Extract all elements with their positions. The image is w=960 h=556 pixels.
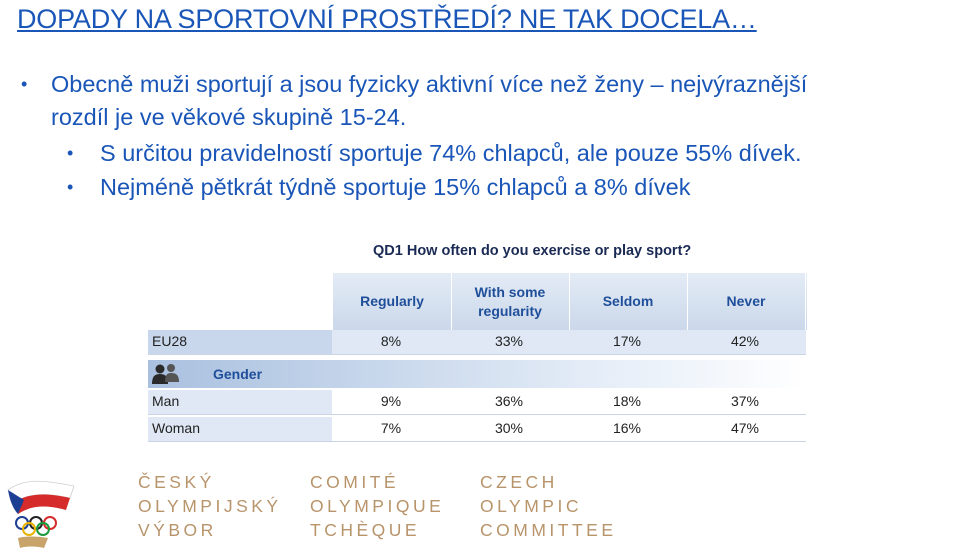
- committee-fr-line-3: TCHÈQUE: [310, 520, 421, 540]
- committee-fr-line-2: OLYMPIQUE: [310, 496, 445, 516]
- committee-en-line-2: OLYMPIC: [480, 496, 582, 516]
- table-cell: 8%: [380, 333, 402, 349]
- column-header: Seldom: [569, 273, 688, 330]
- bullet-sub-2: • Nejméně pětkrát týdně sportuje 15% chl…: [67, 171, 691, 204]
- slide-title: DOPADY NA SPORTOVNÍ PROSTŘEDÍ? NE TAK DO…: [17, 4, 757, 34]
- table-row: EU28 8% 33% 17% 42%: [148, 330, 806, 355]
- row-label: Woman: [152, 420, 200, 436]
- table-cell: 7%: [380, 420, 402, 436]
- bullet-dot: •: [67, 143, 74, 163]
- bullet-main-text-2: rozdíl je ve věkové skupině 15-24.: [51, 104, 407, 130]
- table-row: Man 9% 36% 18% 37%: [148, 390, 806, 415]
- czech-olympic-committee-logo: [7, 480, 75, 548]
- table-cell: 18%: [612, 393, 642, 409]
- group-label: Gender: [213, 366, 263, 382]
- committee-en-line-1: CZECH: [480, 472, 558, 492]
- committee-cz-line-1: ČESKÝ: [138, 472, 215, 492]
- group-header-row: Gender: [148, 360, 806, 388]
- table-cell: 42%: [730, 333, 760, 349]
- bullet-sub-1: • S určitou pravidelností sportuje 74% c…: [67, 137, 802, 170]
- committee-cz-line-3: VÝBOR: [138, 520, 217, 540]
- table-cell: 47%: [730, 420, 760, 436]
- table-header: Regularly With some regularity Seldom Ne…: [332, 273, 807, 330]
- bullet-dot: •: [67, 177, 74, 197]
- table-cell: 17%: [612, 333, 642, 349]
- bullet-main-continuation: rozdíl je ve věkové skupině 15-24.: [51, 101, 406, 134]
- bullet-main: • Obecně muži sportují a jsou fyzicky ak…: [21, 68, 808, 101]
- people-icon: [152, 364, 179, 384]
- bullet-dot: •: [21, 74, 28, 94]
- survey-question: QD1 How often do you exercise or play sp…: [373, 243, 692, 259]
- bullet-main-text-1: Obecně muži sportují a jsou fyzicky akti…: [51, 71, 808, 97]
- column-header: Never: [687, 273, 806, 330]
- bullet-sub-1-text: S určitou pravidelností sportuje 74% chl…: [100, 140, 802, 166]
- survey-table: QD1 How often do you exercise or play sp…: [148, 240, 807, 445]
- bullet-sub-2-text: Nejméně pětkrát týdně sportuje 15% chlap…: [100, 174, 691, 200]
- row-label: EU28: [152, 333, 188, 349]
- table-cell: 30%: [494, 420, 524, 436]
- column-header: Regularly: [333, 273, 452, 330]
- row-label: Man: [152, 393, 180, 409]
- committee-en-line-3: COMMITTEE: [480, 520, 617, 540]
- column-header: With some regularity: [451, 273, 570, 330]
- table-cell: 16%: [612, 420, 642, 436]
- table-cell: 9%: [380, 393, 402, 409]
- table-cell: 37%: [730, 393, 760, 409]
- table-cell: 36%: [494, 393, 524, 409]
- table-cell: 33%: [494, 333, 524, 349]
- committee-fr-line-1: COMITÉ: [310, 472, 400, 492]
- table-row: Woman 7% 30% 16% 47%: [148, 417, 806, 442]
- committee-cz-line-2: OLYMPIJSKÝ: [138, 496, 282, 516]
